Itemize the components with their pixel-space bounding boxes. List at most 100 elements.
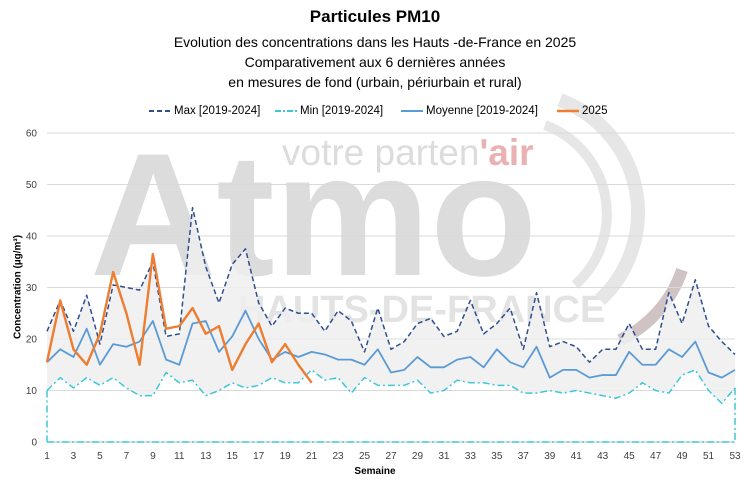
point-min — [654, 389, 657, 392]
point-moyenne — [694, 340, 697, 343]
point-moyenne — [284, 350, 287, 353]
x-tick-label: 1 — [44, 451, 50, 462]
point-min — [588, 392, 591, 395]
point-moyenne — [350, 358, 353, 361]
point-moyenne — [734, 368, 737, 371]
point-moyenne — [363, 363, 366, 366]
legend-label-moyenne: Moyenne [2019-2024] — [426, 105, 538, 117]
point-max — [270, 325, 273, 328]
point-min — [456, 379, 459, 382]
x-tick-label: 31 — [438, 451, 450, 462]
point-min — [628, 392, 631, 395]
point-min — [707, 389, 710, 392]
y-tick-label: 30 — [26, 283, 38, 294]
x-tick-label: 37 — [518, 451, 530, 462]
point-max — [363, 350, 366, 353]
point-min — [363, 376, 366, 379]
point-moyenne — [231, 335, 234, 338]
point-moyenne — [442, 366, 445, 369]
point-min — [495, 384, 498, 387]
point-moyenne — [297, 356, 300, 359]
point-max — [350, 319, 353, 322]
point-min — [548, 389, 551, 392]
series-max-line — [46, 206, 736, 363]
point-moyenne — [469, 356, 472, 359]
point-max — [681, 322, 684, 325]
point-2025 — [85, 363, 88, 366]
point-max — [231, 263, 234, 266]
point-max — [482, 332, 485, 335]
point-moyenne — [270, 358, 273, 361]
point-max — [469, 299, 472, 302]
point-min — [323, 379, 326, 382]
point-min — [469, 381, 472, 384]
point-min — [734, 386, 737, 389]
point-2025 — [59, 299, 62, 302]
watermark-tagline-bold: 'air — [479, 132, 533, 173]
point-min — [125, 386, 128, 389]
point-min — [72, 386, 75, 389]
x-tick-label: 9 — [150, 451, 156, 462]
point-min — [85, 376, 88, 379]
x-tick-label: 21 — [306, 451, 318, 462]
point-max — [112, 283, 115, 286]
point-moyenne — [416, 356, 419, 359]
point-2025 — [244, 343, 247, 346]
point-moyenne — [72, 356, 75, 359]
point-max — [191, 206, 194, 209]
point-max — [522, 348, 525, 351]
point-min — [403, 384, 406, 387]
point-max — [654, 348, 657, 351]
point-max — [588, 361, 591, 364]
y-tick-label: 50 — [26, 180, 38, 191]
point-min — [138, 394, 141, 397]
legend-label-min: Min [2019-2024] — [300, 105, 384, 117]
point-min — [59, 376, 62, 379]
point-moyenne — [535, 345, 538, 348]
point-min — [204, 394, 207, 397]
min-max-band — [47, 207, 735, 404]
point-max — [720, 340, 723, 343]
point-moyenne — [337, 358, 340, 361]
point-max — [442, 335, 445, 338]
point-2025 — [270, 361, 273, 364]
point-min — [575, 389, 578, 392]
legend-label-2025: 2025 — [582, 105, 608, 117]
point-moyenne — [165, 358, 168, 361]
point-max — [297, 312, 300, 315]
point-moyenne — [257, 338, 260, 341]
point-2025 — [165, 327, 168, 330]
x-tick-label: 43 — [597, 451, 609, 462]
point-min — [482, 381, 485, 384]
point-2025 — [231, 368, 234, 371]
x-tick-label: 5 — [97, 451, 103, 462]
x-tick-label: 11 — [174, 451, 185, 462]
point-2025 — [218, 325, 221, 328]
point-2025 — [310, 381, 313, 384]
point-min — [601, 394, 604, 397]
point-min — [429, 392, 432, 395]
y-tick-label: 0 — [31, 438, 37, 449]
point-moyenne — [310, 350, 313, 353]
point-2025 — [297, 363, 300, 366]
point-moyenne — [191, 322, 194, 325]
x-tick-label: 27 — [385, 451, 397, 462]
point-moyenne — [482, 366, 485, 369]
point-moyenne — [390, 371, 393, 374]
x-tick-label: 13 — [200, 451, 212, 462]
point-min — [270, 376, 273, 379]
watermark-arc-outer — [557, 93, 645, 306]
point-moyenne — [628, 350, 631, 353]
x-tick-label: 29 — [412, 451, 424, 462]
point-max — [218, 301, 221, 304]
x-tick-label: 51 — [703, 451, 715, 462]
point-moyenne — [522, 366, 525, 369]
point-max — [562, 340, 565, 343]
point-moyenne — [614, 374, 617, 377]
point-moyenne — [323, 353, 326, 356]
x-tick-label: 39 — [544, 451, 556, 462]
chart-title: Particules PM10 — [309, 7, 441, 26]
point-min — [562, 392, 565, 395]
